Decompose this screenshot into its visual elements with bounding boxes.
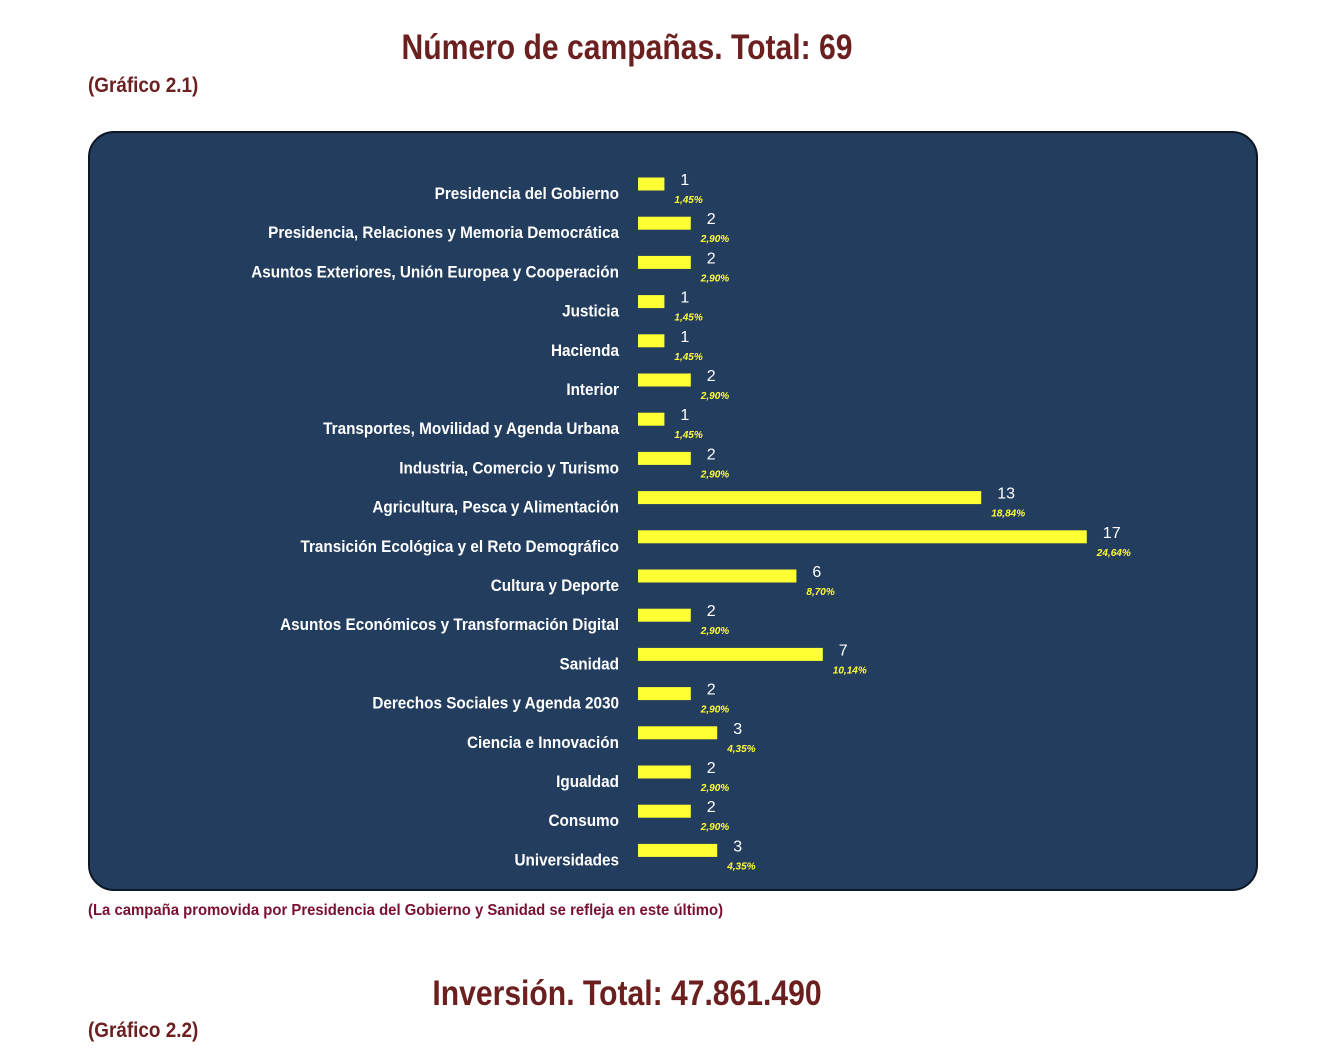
value-label: 2 <box>707 603 716 620</box>
percent-label: 2,90% <box>700 783 729 794</box>
bar <box>638 843 718 857</box>
category-label: Transición Ecológica y el Reto Demográfi… <box>300 537 619 556</box>
value-label: 1 <box>680 172 689 189</box>
category-label: Asuntos Exteriores, Unión Europea y Coop… <box>251 263 619 282</box>
category-label: Asuntos Económicos y Transformación Digi… <box>280 615 619 634</box>
category-label: Industria, Comercio y Turismo <box>399 459 619 478</box>
category-label: Ciencia e Innovación <box>467 733 619 752</box>
bar <box>638 647 823 661</box>
percent-label: 1,45% <box>674 195 702 206</box>
percent-label: 18,84% <box>991 509 1025 520</box>
percent-label: 2,90% <box>700 273 729 284</box>
chart-footnote: (La campaña promovida por Presidencia de… <box>88 902 724 919</box>
percent-label: 2,90% <box>700 822 729 833</box>
value-label: 6 <box>812 564 821 581</box>
bar <box>638 726 718 740</box>
value-label: 1 <box>680 290 689 307</box>
bar <box>638 177 665 191</box>
value-label: 3 <box>733 721 742 738</box>
category-label: Universidades <box>515 851 620 870</box>
percent-label: 4,35% <box>726 744 755 755</box>
category-label: Agricultura, Pesca y Alimentación <box>372 498 619 517</box>
category-label: Consumo <box>549 811 620 830</box>
value-label: 2 <box>707 368 716 385</box>
percent-label: 4,35% <box>726 861 755 872</box>
category-label: Presidencia, Relaciones y Memoria Democr… <box>268 223 620 242</box>
value-label: 2 <box>707 799 716 816</box>
category-label: Derechos Sociales y Agenda 2030 <box>372 694 619 713</box>
percent-label: 2,90% <box>700 469 729 480</box>
value-label: 2 <box>707 760 716 777</box>
value-label: 13 <box>997 486 1015 503</box>
bar <box>638 255 691 269</box>
percent-label: 2,90% <box>700 626 729 637</box>
second-chart-title: Inversión. Total: 47.861.490 <box>432 974 822 1013</box>
value-label: 1 <box>680 329 689 346</box>
bar <box>638 334 665 348</box>
value-label: 2 <box>707 250 716 267</box>
category-label: Interior <box>566 380 619 399</box>
category-label: Sanidad <box>560 655 619 674</box>
category-label: Justicia <box>562 302 620 321</box>
bar <box>638 608 691 622</box>
percent-label: 1,45% <box>674 352 702 363</box>
second-chart-number-label: (Gráfico 2.2) <box>88 1019 199 1042</box>
bar <box>638 569 797 583</box>
bar <box>638 373 691 387</box>
chart-number-label: (Gráfico 2.1) <box>88 74 199 97</box>
percent-label: 10,14% <box>833 665 867 676</box>
value-label: 3 <box>733 838 742 855</box>
bar <box>638 216 691 230</box>
category-label: Igualdad <box>556 772 619 791</box>
percent-label: 1,45% <box>674 313 702 324</box>
value-label: 17 <box>1103 525 1121 542</box>
category-label: Presidencia del Gobierno <box>435 184 619 203</box>
bar <box>638 491 982 505</box>
category-label: Hacienda <box>551 341 620 360</box>
bar-chart: Presidencia del Gobierno 1 1,45% Presidenci… <box>251 172 1131 872</box>
percent-label: 8,70% <box>806 587 834 598</box>
percent-label: 24,64% <box>1096 548 1131 559</box>
value-label: 7 <box>839 642 848 659</box>
percent-label: 1,45% <box>674 430 702 441</box>
category-label: Cultura y Deporte <box>491 576 619 595</box>
chart-panel: Presidencia del Gobierno 1 1,45% Presidenci… <box>88 131 1258 891</box>
value-label: 1 <box>680 407 689 424</box>
value-label: 2 <box>707 682 716 699</box>
bar <box>638 765 691 779</box>
bar <box>638 687 691 701</box>
bar <box>638 295 665 309</box>
percent-label: 2,90% <box>700 234 729 245</box>
chart-title: Número de campañas. Total: 69 <box>401 28 853 67</box>
percent-label: 2,90% <box>700 705 729 716</box>
bar <box>638 530 1087 544</box>
bar <box>638 412 665 426</box>
value-label: 2 <box>707 446 716 463</box>
bar <box>638 451 691 465</box>
category-label: Transportes, Movilidad y Agenda Urbana <box>323 419 620 438</box>
value-label: 2 <box>707 211 716 228</box>
bar <box>638 804 691 818</box>
percent-label: 2,90% <box>700 391 729 402</box>
